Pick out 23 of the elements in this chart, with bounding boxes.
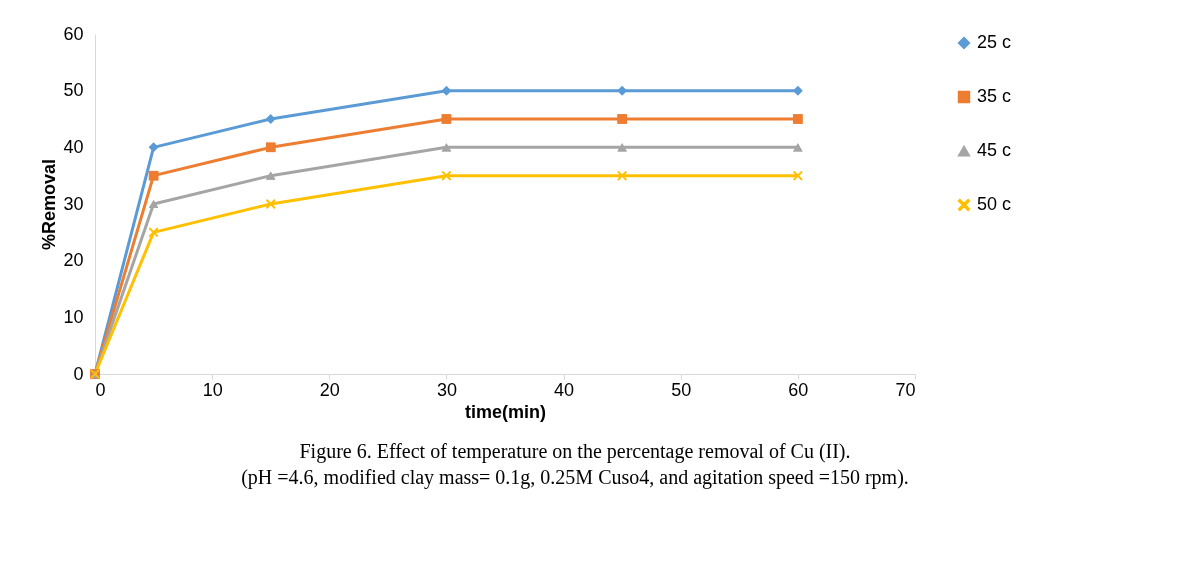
x-tick-label: 0 (95, 379, 106, 400)
x-tick-label: 30 (436, 379, 457, 400)
y-tick-label: 20 (63, 250, 84, 271)
caption: Figure 6. Effect of temperature on the percentage removal of Cu (II). (299, 440, 851, 463)
y-tick-label: 30 (63, 193, 84, 214)
y-tick-label: 10 (63, 306, 84, 327)
legend-label: 45 c (977, 140, 1012, 160)
text: (pH =4.6, modified clay mass= 0.1g, 0.25M Cuso4, and agitation speed =150 rpm). (241, 466, 909, 489)
x-tick-label: 20 (319, 379, 340, 400)
legend-label: 35 c (977, 86, 1012, 106)
y-tick-label: 40 (63, 136, 84, 157)
y-tick-label: 60 (63, 23, 84, 44)
x-tick-label: 70 (895, 379, 916, 400)
legend-label: 50 c (977, 194, 1012, 214)
y-tick-label: 50 (63, 80, 84, 101)
x-axis-title: time(min) (465, 401, 547, 422)
x-tick-label: 50 (671, 379, 692, 400)
x-tick-label: 40 (554, 379, 575, 400)
x-tick-label: 60 (788, 379, 809, 400)
x-tick-label: 10 (202, 379, 223, 400)
y-axis-title: %Removal (39, 158, 60, 251)
y-tick-label: 0 (73, 363, 84, 384)
legend-label: 25 c (977, 32, 1012, 52)
